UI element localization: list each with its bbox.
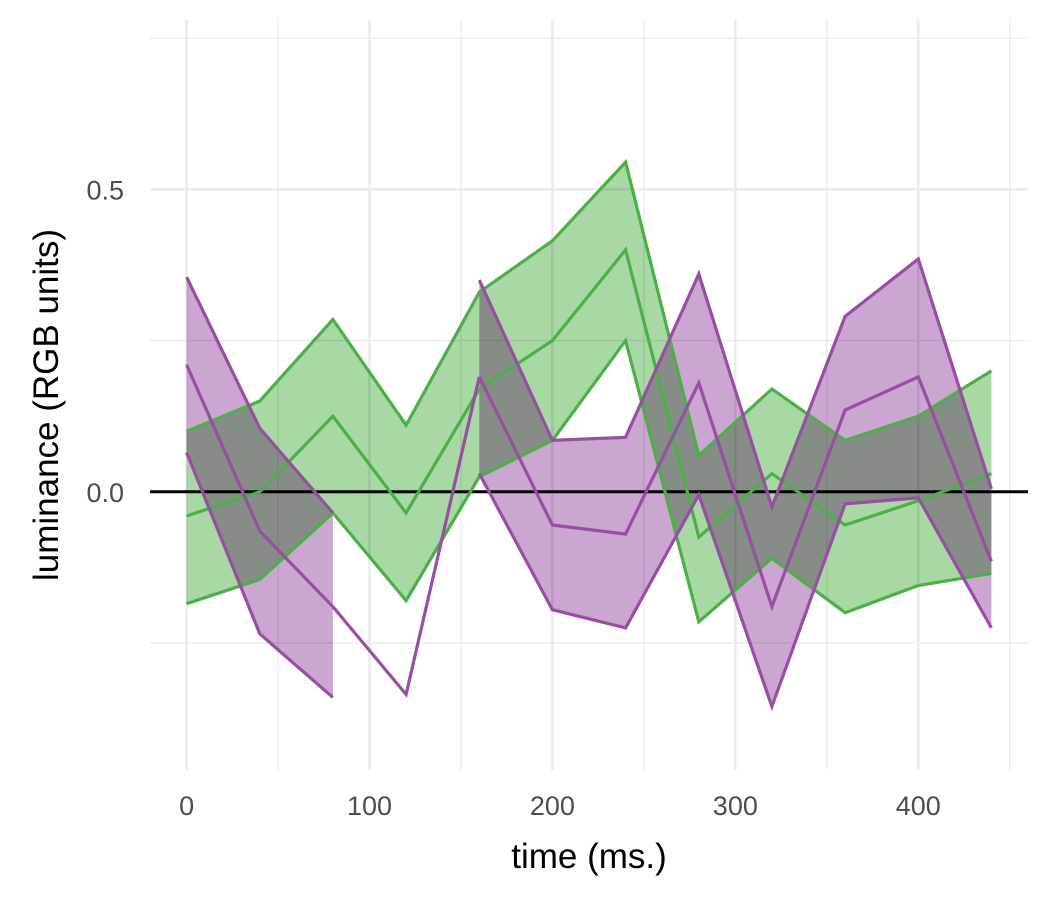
tick-labels: 0 100 200 300 400 0.0 0.5 [86,175,940,821]
x-axis-title: time (ms.) [511,837,667,876]
x-tick-label: 200 [530,791,575,821]
ribbon-area-series-2 [479,258,992,707]
series-1-mean-line [186,246,992,541]
x-tick-label: 100 [347,791,392,821]
x-tick-label: 400 [896,791,941,821]
series-2-mean-line [477,374,993,612]
series-2-upper-line [477,256,993,512]
y-axis-title: luminance (RGB units) [27,229,66,581]
series-2-mean-line [185,364,335,608]
y-tick-label: 0.5 [86,175,124,205]
series-2-connector-line [331,376,481,698]
ribbon-area-series-2 [186,277,333,698]
series-2-lower-line [477,472,993,712]
y-tick-label: 0.0 [86,478,124,508]
x-tick-label: 300 [713,791,758,821]
series-1-upper-line [185,158,993,459]
ribbon-fills [186,162,992,707]
x-tick-label: 0 [179,791,194,821]
series-2-upper-line [185,276,335,514]
series-1-lower-line [186,336,992,625]
series-2-lower-line [185,451,334,699]
series-lines [185,158,993,712]
